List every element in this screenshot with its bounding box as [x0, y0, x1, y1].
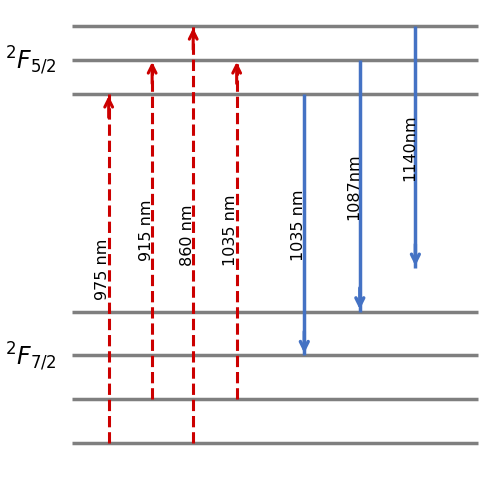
Text: 975 nm: 975 nm: [95, 238, 111, 299]
Text: 1035 nm: 1035 nm: [291, 189, 306, 261]
Text: 1140nm: 1140nm: [402, 114, 417, 181]
Text: $^2F_{7/2}$: $^2F_{7/2}$: [5, 340, 56, 372]
Text: $^2F_{5/2}$: $^2F_{5/2}$: [5, 45, 56, 76]
Text: 1087nm: 1087nm: [346, 153, 362, 220]
Text: 915 nm: 915 nm: [139, 199, 154, 260]
Text: 860 nm: 860 nm: [180, 204, 195, 265]
Text: 1035 nm: 1035 nm: [223, 194, 239, 266]
